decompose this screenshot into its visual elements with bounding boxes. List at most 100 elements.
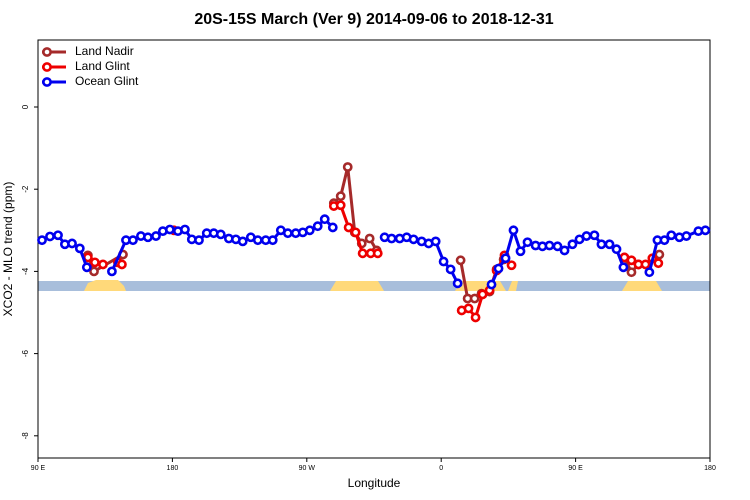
point xyxy=(143,232,153,243)
point xyxy=(386,233,397,244)
point xyxy=(604,239,615,250)
point xyxy=(653,258,664,269)
point xyxy=(364,233,375,244)
point xyxy=(659,235,670,246)
point xyxy=(98,259,108,270)
point xyxy=(544,240,555,251)
x-tick-label: 180 xyxy=(167,465,179,472)
y-tick-label: -6 xyxy=(21,350,30,358)
x-tick-label: 90 E xyxy=(31,465,46,472)
point xyxy=(611,244,622,255)
point xyxy=(493,263,504,274)
point xyxy=(45,231,55,242)
point xyxy=(522,237,533,248)
y-tick-label: -8 xyxy=(21,432,30,440)
point xyxy=(596,239,607,250)
land-patch xyxy=(508,281,518,291)
point xyxy=(455,255,466,266)
point xyxy=(89,257,100,268)
point xyxy=(430,236,441,247)
y-tick-label: -4 xyxy=(21,267,30,275)
point xyxy=(654,249,665,260)
point xyxy=(267,235,278,246)
point xyxy=(180,224,190,235)
point xyxy=(67,238,77,249)
point xyxy=(89,266,99,277)
point xyxy=(581,231,592,241)
point xyxy=(335,191,346,202)
point xyxy=(151,231,161,241)
point xyxy=(552,241,563,252)
point xyxy=(74,243,85,254)
point xyxy=(500,253,511,264)
x-tick-label: 90 E xyxy=(568,465,583,472)
legend-marker xyxy=(42,77,52,87)
x-tick-label: 180 xyxy=(704,465,716,472)
x-tick-label: 0 xyxy=(439,465,443,472)
point xyxy=(486,279,497,290)
point xyxy=(567,239,578,250)
point xyxy=(559,245,570,256)
point xyxy=(128,235,138,246)
point xyxy=(508,225,519,236)
point xyxy=(515,246,526,257)
point xyxy=(237,236,248,247)
x-axis-label: Longitude xyxy=(348,476,401,490)
point xyxy=(327,222,338,233)
point xyxy=(626,267,637,278)
y-axis-label: XCO2 - MLO trend (ppm) xyxy=(1,182,15,317)
point xyxy=(319,214,330,225)
point xyxy=(372,248,383,259)
point xyxy=(477,289,488,300)
legend-marker xyxy=(42,47,52,57)
point xyxy=(282,228,293,239)
point xyxy=(445,264,456,275)
point xyxy=(644,267,655,278)
point xyxy=(194,235,204,246)
point xyxy=(335,200,346,211)
point xyxy=(469,293,480,304)
point xyxy=(117,259,127,270)
land-patch xyxy=(330,281,384,291)
plot-frame xyxy=(37,39,711,459)
series-line xyxy=(87,203,660,321)
point xyxy=(438,256,449,267)
legend-label: Land Glint xyxy=(75,59,130,73)
point xyxy=(618,262,629,273)
legend-marker xyxy=(42,62,52,72)
point xyxy=(408,234,419,245)
point xyxy=(463,303,474,314)
point xyxy=(640,259,651,270)
point xyxy=(107,266,117,277)
point xyxy=(164,224,175,235)
land-patch xyxy=(622,281,662,291)
x-tick-label: 90 W xyxy=(299,465,316,472)
point xyxy=(626,255,637,266)
point xyxy=(506,260,517,271)
y-tick-label: -2 xyxy=(21,185,30,193)
point xyxy=(37,235,47,246)
chart-title: 20S-15S March (Ver 9) 2014-09-06 to 2018… xyxy=(194,11,553,28)
legend-label: Ocean Glint xyxy=(75,74,139,88)
point xyxy=(53,230,63,241)
point xyxy=(681,231,692,241)
point xyxy=(452,278,463,289)
land-patch xyxy=(84,280,126,291)
point xyxy=(312,221,323,232)
point xyxy=(666,230,677,241)
point xyxy=(589,230,600,241)
point xyxy=(357,248,368,259)
legend-label: Land Nadir xyxy=(75,44,134,58)
y-tick-label: 0 xyxy=(21,104,30,109)
point xyxy=(81,262,92,273)
point xyxy=(343,222,354,233)
point xyxy=(350,227,361,238)
point xyxy=(342,162,353,172)
point xyxy=(470,312,481,323)
land-ocean-band xyxy=(38,280,710,291)
point xyxy=(304,225,315,236)
point xyxy=(252,235,263,246)
point xyxy=(215,229,226,240)
point xyxy=(700,225,711,236)
